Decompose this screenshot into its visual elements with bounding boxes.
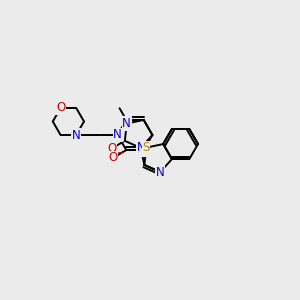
Text: N: N: [139, 144, 148, 157]
Text: O: O: [56, 101, 65, 115]
Text: S: S: [142, 141, 150, 154]
Text: N: N: [136, 141, 145, 154]
Text: O: O: [107, 142, 116, 155]
Text: −: −: [116, 147, 123, 156]
Text: N: N: [72, 128, 81, 142]
Text: O: O: [108, 152, 117, 164]
Text: N: N: [113, 128, 122, 142]
Text: N: N: [122, 117, 131, 130]
Text: N: N: [156, 166, 165, 178]
